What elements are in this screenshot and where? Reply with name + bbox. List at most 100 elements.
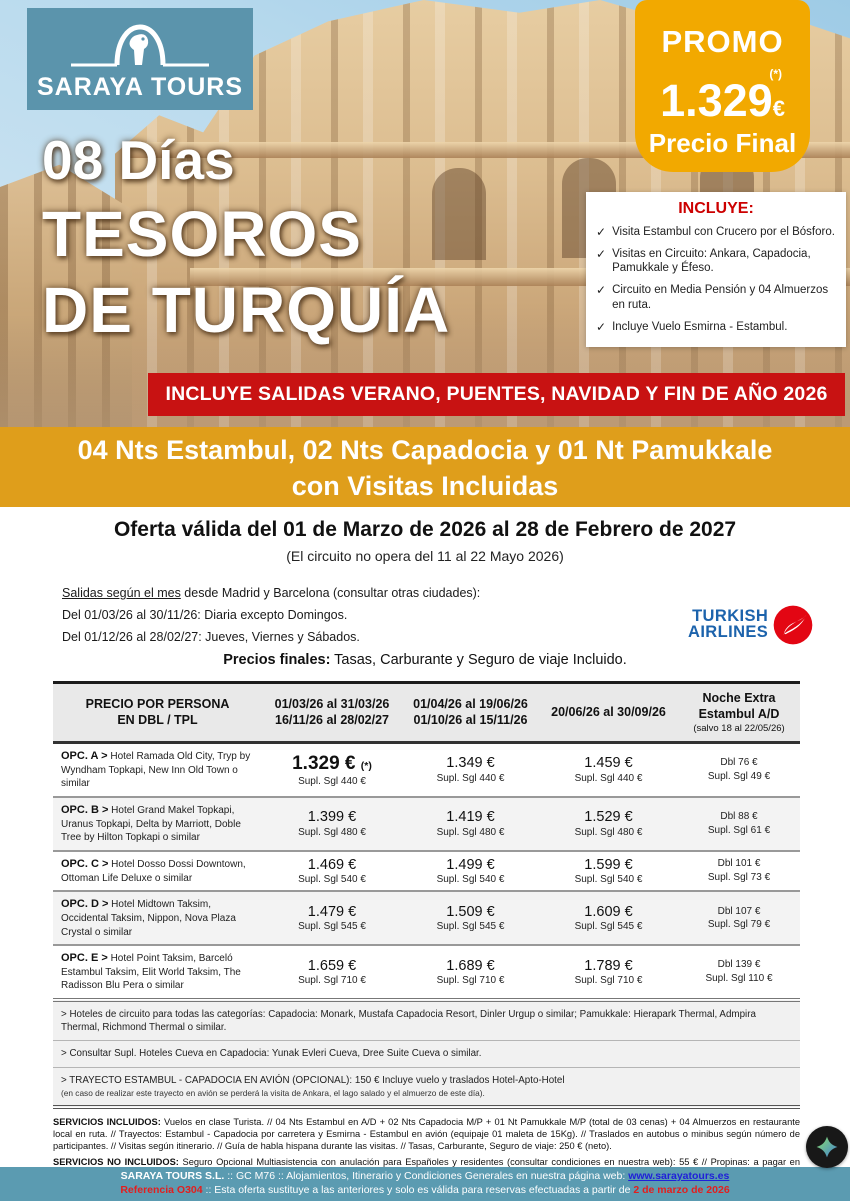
price-cell: 1.689 € Supl. Sgl 710 € — [402, 945, 539, 1001]
hotel-cell: OPC. A > Hotel Ramada Old City, Tryp by … — [53, 742, 262, 798]
departure-line: Del 01/12/26 al 28/02/27: Jueves, Vierne… — [62, 630, 360, 644]
check-icon: ✓ — [596, 246, 607, 261]
table-row-opc-e: OPC. E > Hotel Point Taksim, Barceló Est… — [53, 945, 800, 1001]
departures-intro-underlined: Salidas según el mes — [62, 586, 181, 600]
table-note-row: > Consultar Supl. Hoteles Cueva en Capad… — [53, 1040, 800, 1068]
price-cell: 1.529 € Supl. Sgl 480 € — [539, 796, 678, 852]
header-precio-por-persona: PRECIO POR PERSONA EN DBL / TPL — [53, 682, 262, 744]
ruins-column-left — [0, 164, 132, 427]
hero-photo: SARAYA TOURS 08 Días TESOROS DE TURQUÍA … — [0, 0, 850, 427]
include-item: ✓ Incluye Vuelo Esmirna - Estambul. — [596, 320, 836, 335]
check-icon: ✓ — [596, 319, 607, 334]
promo-price-value: 1.329 — [660, 75, 773, 126]
header-noche-extra: Noche Extra Estambul A/D (salvo 18 al 22/0… — [678, 682, 800, 744]
price-cell: 1.419 € Supl. Sgl 480 € — [402, 796, 539, 852]
include-item-text: Circuito en Media Pensión y 04 Almuerzos… — [612, 284, 829, 311]
promo-badge: PROMO (*) 1.329€ Precio Final — [635, 0, 810, 172]
departures-intro: Salidas según el mes desde Madrid y Barc… — [62, 586, 622, 600]
table-row-opc-c: OPC. C > Hotel Dosso Dossi Downtown, Ott… — [53, 850, 800, 893]
hotel-list: Hotel Ramada Old City, Tryp by Wyndham T… — [61, 750, 251, 790]
footer-line2-mid: :: Esta oferta sustituye a las anteriore… — [202, 1183, 634, 1196]
include-item: ✓ Visitas en Circuito: Ankara, Capadocia,… — [596, 247, 836, 276]
option-label: OPC. C > — [61, 857, 109, 870]
include-item: ✓ Circuito en Media Pensión y 04 Almuerzo… — [596, 283, 836, 312]
option-label: OPC. A > — [61, 749, 108, 762]
hotel-list: Hotel Dosso Dossi Downtown, Ottoman Life… — [61, 858, 246, 884]
airline-emblem-icon — [773, 605, 813, 645]
brand-logo: SARAYA TOURS — [27, 8, 253, 110]
extra-cell: Dbl 139 € Supl. Sgl 110 € — [678, 945, 800, 1001]
includes-title: INCLUYE: — [678, 200, 754, 217]
table-note-trayecto-avion: > TRAYECTO ESTAMBUL - CAPADOCIA EN AVIÓN… — [53, 1067, 800, 1109]
hotel-list: Hotel Point Taksim, Barceló Estambul Tak… — [61, 953, 241, 992]
prices-note-bold: Precios finales: — [223, 652, 331, 668]
hero-title-line: DE TURQUÍA — [42, 274, 451, 346]
header-periodo-1: 01/03/26 al 31/03/26 16/11/26 al 28/02/27 — [262, 682, 402, 744]
nights-banner-line1: 04 Nts Estambul, 02 Nts Capadocia y 01 N… — [77, 435, 773, 465]
table-note-row: > Hoteles de circuito para todas las cat… — [53, 997, 800, 1042]
extra-cell: Dbl 76 € Supl. Sgl 49 € — [678, 742, 800, 798]
hotel-cell: OPC. D > Hotel Midtown Taksim, Occidenta… — [53, 891, 262, 947]
departures-info: Salidas según el mes desde Madrid y Barc… — [62, 586, 622, 652]
fine-print-servicios-incluidos: SERVICIOS INCLUIDOS: Vuelos en clase Tur… — [53, 1116, 800, 1151]
include-item-text: Visita Estambul con Crucero por el Bósfo… — [612, 226, 835, 238]
hero-title-line: TESOROS — [42, 198, 362, 270]
nights-banner-line2: con Visitas Incluidas — [291, 471, 559, 501]
table-note-trayecto-sub: (en caso de realizar este trayecto en av… — [61, 1087, 485, 1098]
extra-cell: Dbl 88 € Supl. Sgl 61 € — [678, 796, 800, 852]
red-banner: INCLUYE SALIDAS VERANO, PUENTES, NAVIDAD… — [148, 373, 845, 416]
airline-wordmark-line2: AIRLINES — [688, 623, 769, 641]
hotel-list: Hotel Midtown Taksim, Occidental Taksim,… — [61, 899, 236, 938]
promo-label: PROMO — [661, 24, 784, 59]
price-cell: 1.499 € Supl. Sgl 540 € — [402, 850, 539, 893]
falcon-logo-icon — [71, 24, 209, 67]
price-cell: 1.789 € Supl. Sgl 710 € — [539, 945, 678, 1001]
hotel-cell: OPC. E > Hotel Point Taksim, Barceló Est… — [53, 945, 262, 1001]
table-note-row: > TRAYECTO ESTAMBUL - CAPADOCIA EN AVIÓN… — [53, 1067, 800, 1109]
include-item: ✓ Visita Estambul con Crucero por el Bósf… — [596, 225, 836, 240]
footer-line1: SARAYA TOURS S.L. :: GC M76 :: Alojamien… — [0, 1170, 850, 1184]
header-periodo-3: 20/06/26 al 30/09/26 — [539, 682, 678, 744]
table-header-row: PRECIO POR PERSONA EN DBL / TPL 01/03/26 … — [53, 682, 800, 744]
includes-list: ✓ Visita Estambul con Crucero por el Bósf… — [596, 225, 836, 334]
turkish-airlines-logo: TURKISH AIRLINES — [688, 604, 814, 646]
check-icon: ✓ — [596, 225, 607, 239]
airline-wordmark-line1: TURKISH — [692, 607, 769, 626]
option-label: OPC. D > — [61, 898, 109, 911]
price-cell: 1.609 € Supl. Sgl 545 € — [539, 891, 678, 947]
departure-line: Del 01/03/26 al 30/11/26: Diaria excepto… — [62, 608, 348, 622]
hero-title-line: 08 Días — [42, 129, 235, 191]
footer-link[interactable]: www.sarayatours.es — [628, 1170, 730, 1182]
price-cell: 1.479 € Supl. Sgl 545 € — [262, 891, 402, 947]
offer-subtitle: (El circuito no opera del 11 al 22 Mayo … — [286, 548, 564, 564]
footer-line2: Referencia O304 :: Esta oferta sustituye… — [0, 1184, 850, 1198]
footer-reference: Referencia O304 — [120, 1183, 203, 1196]
table-row-opc-d: OPC. D > Hotel Midtown Taksim, Occidenta… — [53, 891, 800, 947]
hotel-list: Hotel Grand Makel Topkapi, Uranus Topkap… — [61, 804, 241, 844]
price-cell: 1.329 € (*) Supl. Sgl 440 € — [262, 742, 402, 798]
table-note-trayecto-main: > TRAYECTO ESTAMBUL - CAPADOCIA EN AVIÓN… — [61, 1074, 565, 1086]
table-row-opc-b: OPC. B > Hotel Grand Makel Topkapi, Uran… — [53, 796, 800, 852]
footer-company: SARAYA TOURS S.L. — [120, 1170, 225, 1182]
app-badge-icon[interactable] — [806, 1126, 848, 1168]
footer-highlight-date: 2 de marzo de 2026 — [633, 1183, 730, 1196]
promo-asterisk: (*) — [769, 67, 782, 81]
price-cell: 1.469 € Supl. Sgl 540 € — [262, 850, 402, 893]
option-label: OPC. B > — [61, 803, 109, 816]
footer-bar: SARAYA TOURS S.L. :: GC M76 :: Alojamien… — [0, 1167, 850, 1201]
option-label: OPC. E > — [61, 952, 108, 965]
nights-banner: 04 Nts Estambul, 02 Nts Capadocia y 01 N… — [0, 427, 850, 507]
hotel-cell: OPC. C > Hotel Dosso Dossi Downtown, Ott… — [53, 850, 262, 893]
includes-panel: INCLUYE: ✓ Visita Estambul con Crucero po… — [586, 192, 846, 348]
price-table: PRECIO POR PERSONA EN DBL / TPL 01/03/26 … — [53, 681, 800, 1109]
airline-wordmark: TURKISH AIRLINES — [688, 607, 769, 641]
price-cell: 1.399 € Supl. Sgl 480 € — [262, 796, 402, 852]
offer-title: Oferta válida del 01 de Marzo de 2026 al… — [113, 518, 737, 541]
brand-name: SARAYA TOURS — [36, 73, 244, 101]
departures-intro-rest: desde Madrid y Barcelona (consultar otra… — [180, 586, 481, 600]
star-glyph-icon — [816, 1136, 838, 1158]
header-periodo-2: 01/04/26 al 19/06/26 01/10/26 al 15/11/26 — [402, 682, 539, 744]
footer-line1-rest: :: GC M76 :: Alojamientos, Itinerario y … — [224, 1170, 629, 1182]
hotel-cell: OPC. B > Hotel Grand Makel Topkapi, Uran… — [53, 796, 262, 852]
prices-note-rest: Tasas, Carburante y Seguro de viaje Incl… — [330, 652, 627, 668]
